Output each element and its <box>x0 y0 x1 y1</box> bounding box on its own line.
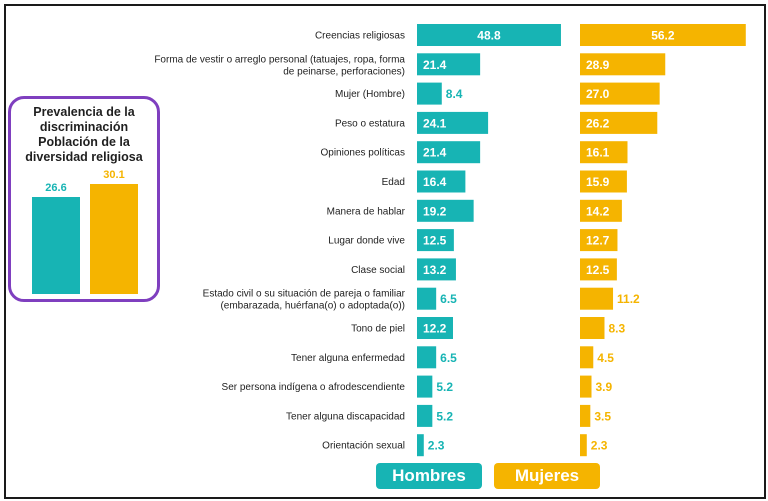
bar-hombres <box>417 258 456 281</box>
category-label: Tener alguna enfermedad <box>291 353 405 364</box>
value-label-mujeres: 16.1 <box>586 146 610 160</box>
value-label-hombres: 5.2 <box>436 409 453 423</box>
value-label-mujeres: 27.0 <box>586 87 610 101</box>
value-label-mujeres: 12.5 <box>586 263 610 277</box>
inset-value-men: 26.6 <box>45 181 67 194</box>
category-label: Ser persona indígena o afrodescendiente <box>222 382 406 393</box>
category-label-line: de peinarse, perforaciones) <box>283 66 405 77</box>
category-label: Mujer (Hombre) <box>335 89 405 100</box>
value-label-mujeres: 14.2 <box>586 204 610 218</box>
value-label-hombres: 13.2 <box>423 263 447 277</box>
inset-title-line: Prevalencia de la <box>33 105 135 119</box>
bar-mujeres <box>580 170 627 193</box>
inset-panel: Prevalencia de la discriminación Poblaci… <box>8 96 160 302</box>
bar-mujeres <box>580 404 591 427</box>
bar-mujeres <box>580 229 618 252</box>
bar-mujeres <box>580 434 587 457</box>
bar-mujeres <box>580 287 614 310</box>
bar-hombres <box>417 346 437 369</box>
value-label-hombres: 2.3 <box>428 439 445 453</box>
bar-hombres <box>417 434 424 457</box>
value-label-mujeres: 26.2 <box>586 116 610 130</box>
value-label-hombres: 19.2 <box>423 204 447 218</box>
category-label: Manera de hablar <box>327 206 406 217</box>
category-label: Orientación sexual <box>322 441 405 452</box>
bar-hombres <box>417 170 466 193</box>
value-label-mujeres: 4.5 <box>597 351 614 365</box>
legend-hombres: Hombres <box>376 463 482 489</box>
bar-mujeres <box>580 346 594 369</box>
category-label: Tener alguna discapacidad <box>286 411 405 422</box>
bar-mujeres <box>580 317 605 339</box>
value-label-mujeres: 12.7 <box>586 234 610 248</box>
bar-hombres <box>417 53 481 76</box>
value-label-hombres: 21.4 <box>423 58 447 72</box>
bar-mujeres <box>580 53 666 76</box>
bar-mujeres <box>580 141 628 164</box>
bar-hombres <box>417 375 433 398</box>
category-label: Forma de vestir o arreglo personal (tatu… <box>154 54 405 77</box>
inset-title-line: Población de la <box>38 135 130 149</box>
value-label-mujeres: 8.3 <box>608 322 625 336</box>
inset-title: Prevalencia de la discriminación Poblaci… <box>11 105 157 165</box>
value-label-hombres: 12.5 <box>423 234 447 248</box>
bar-hombres <box>417 317 453 339</box>
bar-mujeres <box>580 258 617 281</box>
category-label: Estado civil o su situación de pareja o … <box>203 289 406 312</box>
inset-bar-men <box>32 196 80 294</box>
bar-mujeres <box>580 24 746 46</box>
bar-mujeres <box>580 111 658 134</box>
bar-hombres <box>417 111 489 134</box>
bar-hombres <box>417 199 474 222</box>
bar-mujeres <box>580 375 592 398</box>
value-label-hombres: 6.5 <box>440 292 457 306</box>
bar-hombres <box>417 82 442 105</box>
value-label-hombres: 5.2 <box>436 380 453 394</box>
value-label-mujeres: 28.9 <box>586 58 610 72</box>
inset-value-women: 30.1 <box>103 169 125 181</box>
inset-title-line: discriminación <box>39 120 129 134</box>
value-label-mujeres: 56.2 <box>651 29 675 43</box>
value-label-hombres: 8.4 <box>446 87 463 101</box>
value-label-mujeres: 2.3 <box>591 439 608 453</box>
value-label-mujeres: 11.2 <box>617 292 640 306</box>
inset-bar-women <box>90 184 138 294</box>
category-label: Edad <box>382 177 405 188</box>
category-label: Peso o estatura <box>335 118 405 129</box>
bar-hombres <box>417 404 433 427</box>
bar-mujeres <box>580 82 660 105</box>
bar-hombres <box>417 141 481 164</box>
value-label-hombres: 48.8 <box>477 29 501 43</box>
value-label-hombres: 6.5 <box>440 351 457 365</box>
category-label: Clase social <box>351 265 405 276</box>
category-label-line: (embarazada, huérfana(o) o adoptada(o)) <box>220 301 405 312</box>
category-label: Creencias religiosas <box>315 31 405 42</box>
bar-hombres <box>417 287 437 310</box>
value-label-hombres: 24.1 <box>423 116 447 130</box>
category-label-line: Forma de vestir o arreglo personal (tatu… <box>154 54 405 65</box>
value-label-hombres: 16.4 <box>423 175 447 189</box>
value-label-mujeres: 3.5 <box>594 409 611 423</box>
value-label-hombres: 21.4 <box>423 146 447 160</box>
category-label-line: Estado civil o su situación de pareja o … <box>203 289 406 300</box>
inset-title-line: diversidad religiosa <box>25 150 143 164</box>
value-label-mujeres: 15.9 <box>586 175 610 189</box>
value-label-hombres: 12.2 <box>423 322 447 336</box>
value-label-mujeres: 3.9 <box>596 380 613 394</box>
bar-hombres <box>417 229 454 252</box>
category-label: Lugar donde vive <box>328 236 405 247</box>
category-label: Opiniones políticas <box>321 148 406 159</box>
bar-hombres <box>417 24 561 46</box>
bar-mujeres <box>580 199 622 222</box>
legend-mujeres: Mujeres <box>494 463 600 489</box>
category-label: Tono de piel <box>351 324 405 335</box>
